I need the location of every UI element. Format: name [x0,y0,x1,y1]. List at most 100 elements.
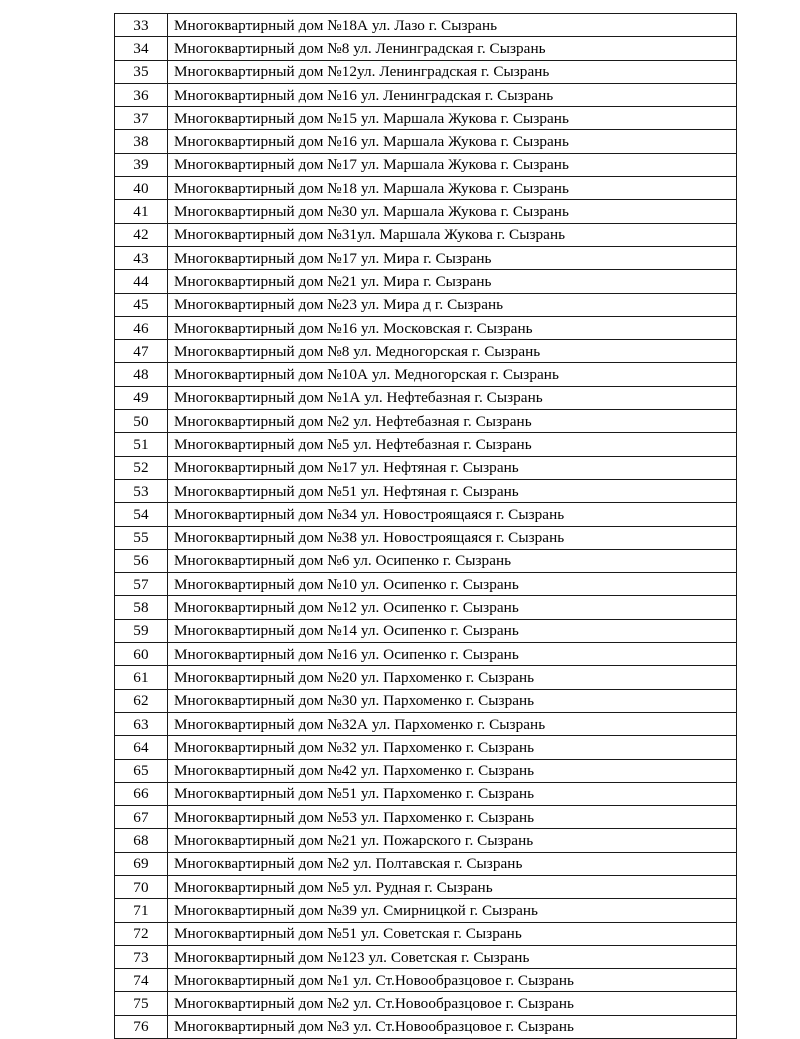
row-description-cell: Многоквартирный дом №1 ул. Ст.Новообразц… [167,968,737,993]
row-index-cell: 38 [114,129,168,154]
row-description-cell: Многоквартирный дом №123 ул. Советская г… [167,944,737,970]
row-index-cell: 65 [114,758,168,783]
table-row: 69 Многоквартирный дом №2 ул. Полтавская … [114,851,737,876]
row-index-cell: 63 [114,711,168,737]
row-index-cell: 45 [114,292,168,317]
row-description-cell: Многоквартирный дом №1А ул. Нефтебазная … [167,385,737,411]
row-description-cell: Многоквартирный дом №39 ул. Смирницкой г… [167,898,737,923]
row-description-cell: Многоквартирный дом №34 ул. Новостроящая… [167,502,737,527]
table-row: 51 Многоквартирный дом №5 ул. Нефтебазная… [114,432,737,457]
row-index-cell: 48 [114,362,168,387]
row-index-cell: 54 [114,502,168,527]
row-index-cell: 40 [114,176,168,201]
document-page: 33 Многоквартирный дом №18А ул. Лазо г. С… [114,12,737,1039]
row-index-cell: 61 [114,665,168,690]
row-index-cell: 33 [114,12,168,38]
table-row: 43 Многоквартирный дом №17 ул. Мира г. Сы… [114,245,737,271]
row-index-cell: 47 [114,339,168,364]
row-description-cell: Многоквартирный дом №18А ул. Лазо г. Сыз… [167,12,737,38]
house-list-table-body: 33 Многоквартирный дом №18А ул. Лазо г. С… [114,12,737,1039]
table-row: 40 Многоквартирный дом №18 ул. Маршала Жу… [114,176,737,201]
row-index-cell: 37 [114,106,168,131]
row-index-cell: 68 [114,828,168,853]
row-description-cell: Многоквартирный дом №8 ул. Ленинградская… [167,36,737,61]
table-row: 59 Многоквартирный дом №14 ул. Осипенко г… [114,618,737,644]
table-row: 42 Многоквартирный дом №31ул. Маршала Жук… [114,222,737,247]
table-row: 70 Многоквартирный дом №5 ул. Рудная г. С… [114,874,737,900]
row-index-cell: 56 [114,548,168,574]
table-row: 66 Многоквартирный дом №51 ул. Пархоменко… [114,781,737,807]
table-row: 62 Многоквартирный дом №30 ул. Пархоменко… [114,688,737,713]
table-row: 49 Многоквартирный дом №1А ул. Нефтебазна… [114,385,737,411]
row-index-cell: 52 [114,455,168,480]
table-row: 53 Многоквартирный дом №51 ул. Нефтяная г… [114,478,737,504]
row-index-cell: 57 [114,572,168,597]
house-list-table: 33 Многоквартирный дом №18А ул. Лазо г. С… [114,12,737,1039]
row-index-cell: 69 [114,851,168,876]
table-row: 44 Многоквартирный дом №21 ул. Мира г. Сы… [114,269,737,294]
row-description-cell: Многоквартирный дом №51 ул. Нефтяная г. … [167,478,737,504]
table-row: 73 Многоквартирный дом №123 ул. Советская… [114,944,737,970]
row-index-cell: 46 [114,315,168,341]
row-description-cell: Многоквартирный дом №10А ул. Медногорска… [167,362,737,387]
table-row: 37 Многоквартирный дом №15 ул. Маршала Жу… [114,106,737,131]
row-description-cell: Многоквартирный дом №32 ул. Пархоменко г… [167,735,737,760]
row-index-cell: 64 [114,735,168,760]
row-index-cell: 60 [114,642,168,667]
row-description-cell: Многоквартирный дом №15 ул. Маршала Жуко… [167,106,737,131]
row-index-cell: 41 [114,199,168,224]
row-index-cell: 71 [114,898,168,923]
row-index-cell: 43 [114,245,168,271]
row-index-cell: 67 [114,805,168,830]
row-description-cell: Многоквартирный дом №32А ул. Пархоменко … [167,711,737,737]
row-description-cell: Многоквартирный дом №3 ул. Ст.Новообразц… [167,1014,737,1039]
row-index-cell: 70 [114,874,168,900]
table-row: 55 Многоквартирный дом №38 ул. Новостроящ… [114,525,737,550]
row-description-cell: Многоквартирный дом №42 ул. Пархоменко г… [167,758,737,783]
row-description-cell: Многоквартирный дом №23 ул. Мира д г. Сы… [167,292,737,317]
row-index-cell: 39 [114,152,168,178]
table-row: 36 Многоквартирный дом №16 ул. Ленинградс… [114,82,737,108]
table-row: 72 Многоквартирный дом №51 ул. Советская … [114,921,737,946]
row-description-cell: Многоквартирный дом №12ул. Ленинградская… [167,59,737,84]
table-row: 33 Многоквартирный дом №18А ул. Лазо г. С… [114,12,737,38]
table-row: 74 Многоквартирный дом №1 ул. Ст.Новообра… [114,968,737,993]
row-description-cell: Многоквартирный дом №30 ул. Пархоменко г… [167,688,737,713]
row-description-cell: Многоквартирный дом №16 ул. Маршала Жуко… [167,129,737,154]
row-description-cell: Многоквартирный дом №21 ул. Пожарского г… [167,828,737,853]
row-description-cell: Многоквартирный дом №16 ул. Осипенко г. … [167,642,737,667]
table-row: 34 Многоквартирный дом №8 ул. Ленинградск… [114,36,737,61]
table-row: 41 Многоквартирный дом №30 ул. Маршала Жу… [114,199,737,224]
row-description-cell: Многоквартирный дом №53 ул. Пархоменко г… [167,805,737,830]
row-description-cell: Многоквартирный дом №5 ул. Нефтебазная г… [167,432,737,457]
table-row: 56 Многоквартирный дом №6 ул. Осипенко г.… [114,548,737,574]
row-description-cell: Многоквартирный дом №17 ул. Маршала Жуко… [167,152,737,178]
row-description-cell: Многоквартирный дом №21 ул. Мира г. Сызр… [167,269,737,294]
table-row: 61 Многоквартирный дом №20 ул. Пархоменко… [114,665,737,690]
table-row: 35 Многоквартирный дом №12ул. Ленинградск… [114,59,737,84]
table-row: 39 Многоквартирный дом №17 ул. Маршала Жу… [114,152,737,178]
row-index-cell: 58 [114,595,168,620]
table-row: 76 Многоквартирный дом №3 ул. Ст.Новообра… [114,1014,737,1039]
row-description-cell: Многоквартирный дом №38 ул. Новостроящая… [167,525,737,550]
table-row: 45 Многоквартирный дом №23 ул. Мира д г. … [114,292,737,317]
row-index-cell: 72 [114,921,168,946]
row-description-cell: Многоквартирный дом №20 ул. Пархоменко г… [167,665,737,690]
row-index-cell: 59 [114,618,168,644]
row-index-cell: 42 [114,222,168,247]
row-index-cell: 49 [114,385,168,411]
table-row: 46 Многоквартирный дом №16 ул. Московская… [114,315,737,341]
row-description-cell: Многоквартирный дом №6 ул. Осипенко г. С… [167,548,737,574]
row-description-cell: Многоквартирный дом №10 ул. Осипенко г. … [167,572,737,597]
table-row: 65 Многоквартирный дом №42 ул. Пархоменко… [114,758,737,783]
row-description-cell: Многоквартирный дом №16 ул. Ленинградска… [167,82,737,108]
row-description-cell: Многоквартирный дом №16 ул. Московская г… [167,315,737,341]
row-index-cell: 44 [114,269,168,294]
table-row: 63 Многоквартирный дом №32А ул. Пархоменк… [114,711,737,737]
row-index-cell: 53 [114,478,168,504]
row-index-cell: 50 [114,409,168,434]
table-row: 48 Многоквартирный дом №10А ул. Медногорс… [114,362,737,387]
row-index-cell: 62 [114,688,168,713]
row-description-cell: Многоквартирный дом №18 ул. Маршала Жуко… [167,176,737,201]
row-description-cell: Многоквартирный дом №17 ул. Нефтяная г. … [167,455,737,480]
